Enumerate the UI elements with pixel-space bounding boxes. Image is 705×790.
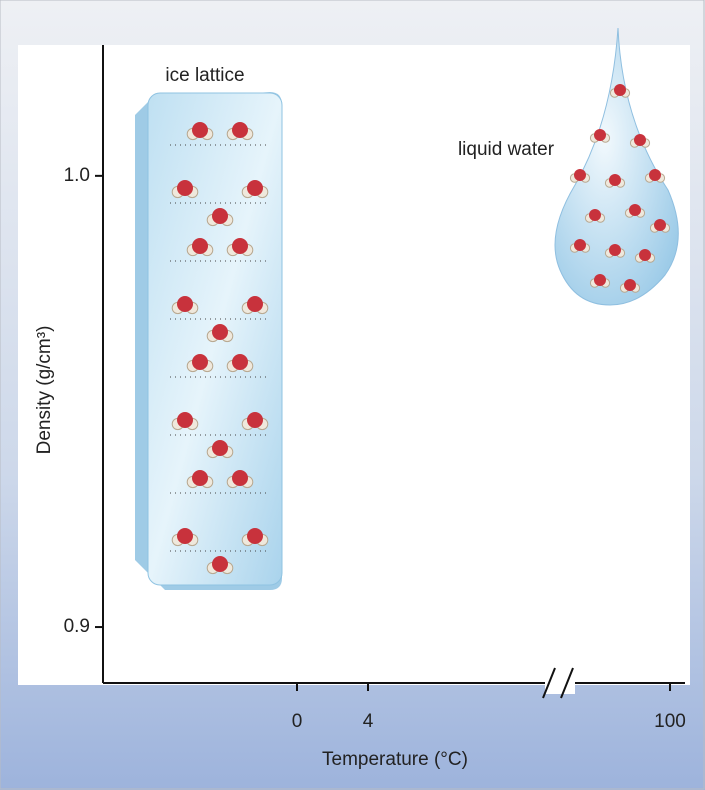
y-axis-label: Density (g/cm³) (34, 326, 55, 455)
oxygen (634, 134, 646, 146)
oxygen (624, 279, 636, 291)
oxygen (177, 180, 193, 196)
oxygen (574, 169, 586, 181)
oxygen (594, 129, 606, 141)
oxygen (177, 412, 193, 428)
oxygen (639, 249, 651, 261)
oxygen (654, 219, 666, 231)
oxygen (609, 244, 621, 256)
axis-break (543, 668, 575, 698)
plot-panel (18, 45, 690, 685)
oxygen (609, 174, 621, 186)
page: Temperature (°C) Density (g/cm³) ice lat… (0, 0, 705, 790)
oxygen (212, 208, 228, 224)
oxygen (247, 180, 263, 196)
oxygen (247, 296, 263, 312)
oxygen (192, 122, 208, 138)
oxygen (212, 440, 228, 456)
y-tick-label: 0.9 (64, 616, 90, 637)
x-tick-label: 0 (292, 711, 303, 732)
oxygen (177, 296, 193, 312)
oxygen (574, 239, 586, 251)
y-tick-label: 1.0 (64, 165, 90, 186)
oxygen (232, 238, 248, 254)
oxygen (589, 209, 601, 221)
oxygen (192, 354, 208, 370)
oxygen (649, 169, 661, 181)
x-tick-label: 4 (363, 711, 374, 732)
oxygen (192, 470, 208, 486)
oxygen (212, 324, 228, 340)
oxygen (232, 470, 248, 486)
annotation: liquid water (458, 139, 555, 160)
oxygen (629, 204, 641, 216)
oxygen (614, 84, 626, 96)
oxygen (212, 556, 228, 572)
annotation: ice lattice (165, 65, 244, 86)
x-axis-label: Temperature (°C) (322, 749, 468, 770)
oxygen (232, 354, 248, 370)
oxygen (247, 412, 263, 428)
x-tick-label: 100 (654, 711, 686, 732)
oxygen (192, 238, 208, 254)
oxygen (177, 528, 193, 544)
oxygen (232, 122, 248, 138)
oxygen (594, 274, 606, 286)
chart: Temperature (°C) Density (g/cm³) ice lat… (0, 0, 705, 790)
oxygen (247, 528, 263, 544)
